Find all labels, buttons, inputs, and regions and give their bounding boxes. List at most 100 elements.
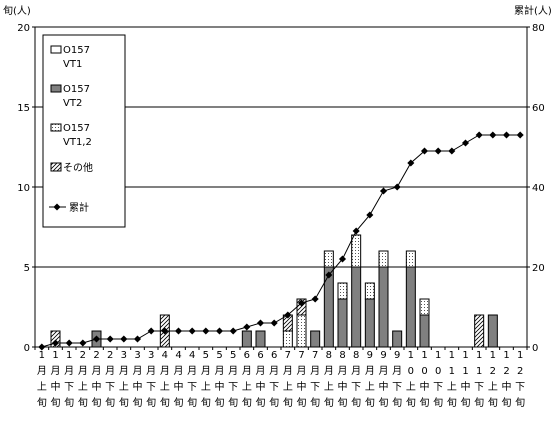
category-label: 7: [298, 350, 304, 361]
category-label: 月: [187, 365, 197, 377]
category-label: 下: [433, 382, 443, 393]
category-label: 月: [78, 365, 88, 377]
legend-swatch-other: [50, 162, 62, 172]
category-label: 4: [162, 350, 168, 361]
category-labels: 1月上旬1月中旬1月下旬2月上旬2月中旬2月下旬3月上旬3月中旬3月下旬4月上旬…: [37, 350, 525, 409]
category-label: 上: [283, 381, 293, 393]
category-label: 2: [80, 350, 86, 361]
category-label: 上: [201, 381, 211, 393]
cumulative-point: [516, 131, 524, 139]
category-label: 1: [408, 350, 414, 361]
cumulative-line: [38, 131, 524, 351]
category-label: 下: [515, 382, 525, 393]
category-label: 月: [324, 365, 334, 377]
bar-segment: [378, 250, 389, 268]
category-label: 上: [365, 381, 375, 393]
category-label: 上: [119, 381, 129, 393]
legend-label-vt1-line2: VT1: [63, 59, 82, 70]
category-label: 月: [351, 365, 361, 377]
category-label: 月: [256, 365, 266, 377]
cumulative-point: [256, 319, 265, 327]
y-left-tick-label: 15: [17, 103, 30, 114]
category-label: 2: [490, 366, 496, 377]
category-label: 7: [285, 350, 291, 361]
category-label: 上: [406, 381, 416, 393]
category-label: 旬: [78, 396, 88, 409]
cumulative-point: [174, 327, 183, 335]
category-label: 上: [324, 381, 334, 393]
bar-segment: [337, 282, 348, 300]
category-label: 1: [39, 350, 45, 361]
category-label: 中: [256, 380, 266, 393]
bar-segment: [378, 266, 389, 348]
cumulative-point: [379, 187, 388, 195]
category-label: 旬: [379, 396, 389, 409]
category-label: 3: [134, 350, 140, 361]
cumulative-point: [51, 339, 60, 347]
category-label: 1: [503, 350, 509, 361]
category-label: 月: [242, 365, 252, 377]
cumulative-point: [352, 227, 360, 235]
legend-swatch-cumulative-marker: [53, 203, 61, 211]
category-label: 下: [351, 382, 361, 393]
cumulative-point: [215, 327, 224, 335]
category-label: 上: [37, 381, 47, 393]
cumulative-point: [502, 131, 511, 139]
category-label: 上: [488, 381, 498, 393]
category-label: 下: [392, 382, 402, 393]
category-label: 月: [338, 365, 348, 377]
category-label: 下: [187, 382, 197, 393]
category-label: 1: [490, 350, 496, 361]
cumulative-point: [120, 335, 128, 343]
cumulative-point: [434, 147, 442, 155]
category-label: 2: [503, 366, 509, 377]
category-label: 月: [201, 365, 211, 377]
category-label: 3: [148, 350, 154, 361]
category-label: 1: [517, 350, 523, 361]
category-label: 上: [242, 381, 252, 393]
category-label: 2: [107, 350, 113, 361]
category-label: 月: [297, 365, 307, 377]
category-label: 月: [51, 365, 61, 377]
category-label: 中: [420, 380, 430, 393]
category-label: 月: [64, 365, 74, 377]
category-label: 2: [93, 350, 99, 361]
category-label: 旬: [433, 396, 443, 409]
y-right-tick-label: 80: [532, 23, 545, 34]
category-label: 4: [189, 350, 195, 361]
category-label: 旬: [515, 396, 525, 409]
legend-swatch-vt12: [50, 123, 62, 132]
category-label: 1: [449, 366, 455, 377]
cumulative-point: [461, 139, 470, 147]
axis-ticks: 0 5 10 15 20 0 20 40 60 80: [17, 23, 544, 354]
category-label: 7: [312, 350, 318, 361]
category-label: 旬: [474, 396, 484, 409]
category-label: 9: [394, 350, 400, 361]
y-right-tick-label: 40: [532, 183, 545, 194]
bar-segment: [310, 330, 321, 348]
category-label: 9: [367, 350, 373, 361]
category-label: 旬: [160, 396, 170, 409]
cumulative-point: [79, 339, 87, 347]
category-label: 旬: [324, 396, 334, 409]
category-label: 0: [435, 366, 441, 377]
legend-label-vt1-line1: O157: [63, 45, 90, 56]
category-label: 5: [230, 350, 236, 361]
category-label: 1: [462, 366, 468, 377]
y-left-tick-label: 10: [17, 183, 30, 194]
bar-segment: [296, 314, 307, 348]
category-label: 中: [92, 380, 102, 393]
cumulative-point: [420, 147, 429, 155]
category-label: 9: [380, 350, 386, 361]
cumulative-point: [270, 319, 278, 327]
category-label: 旬: [119, 396, 129, 409]
category-label: 旬: [461, 396, 471, 409]
y-left-tick-label: 0: [24, 343, 30, 354]
cumulative-point: [92, 335, 101, 343]
y-left-tick-label: 5: [24, 263, 30, 274]
bar-segment: [282, 330, 293, 348]
legend-swatch-vt2: [50, 84, 62, 93]
category-label: 月: [379, 365, 389, 377]
category-label: 旬: [174, 396, 184, 409]
